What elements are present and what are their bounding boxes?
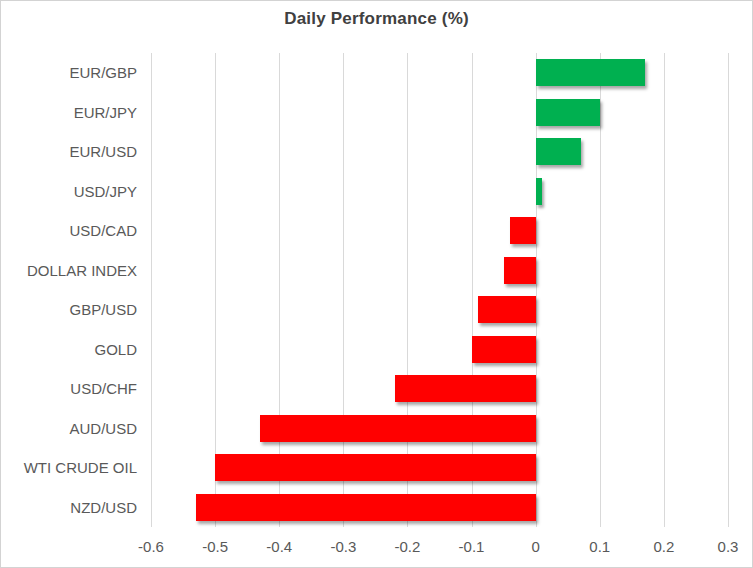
- category-label: USD/JPY: [1, 172, 137, 212]
- x-axis-tick-label: 0: [531, 538, 539, 555]
- category-label: AUD/USD: [1, 409, 137, 449]
- bar-nzd-usd: [196, 494, 536, 521]
- bar-usd-jpy: [536, 178, 542, 205]
- x-axis-tick-label: -0.3: [330, 538, 356, 555]
- category-label: GOLD: [1, 330, 137, 370]
- bar-usd-cad: [510, 217, 536, 244]
- gridline: [600, 53, 601, 527]
- gridline: [151, 53, 152, 527]
- x-axis-tick-label: 0.3: [718, 538, 739, 555]
- daily-performance-chart: Daily Performance (%) EUR/GBPEUR/JPYEUR/…: [0, 0, 753, 568]
- category-label: GBP/USD: [1, 290, 137, 330]
- bar-gold: [472, 336, 536, 363]
- gridline: [664, 53, 665, 527]
- x-axis-tick-label: 0.1: [589, 538, 610, 555]
- bar-usd-chf: [395, 375, 536, 402]
- x-axis-tick-label: 0.2: [653, 538, 674, 555]
- gridline: [728, 53, 729, 527]
- category-axis: EUR/GBPEUR/JPYEUR/USDUSD/JPYUSD/CADDOLLA…: [1, 53, 137, 527]
- x-axis-tick-label: -0.2: [395, 538, 421, 555]
- bar-eur-usd: [536, 138, 581, 165]
- x-axis-tick-label: -0.4: [266, 538, 292, 555]
- x-axis-labels: -0.6 -0.5 -0.4 -0.3 -0.2 -0.1 0 0.1 0.2 0.3: [1, 538, 752, 560]
- category-label: EUR/GBP: [1, 53, 137, 93]
- bar-wti-crude-oil: [215, 454, 536, 481]
- x-axis-tick-label: -0.1: [459, 538, 485, 555]
- category-label: WTI CRUDE OIL: [1, 448, 137, 488]
- x-axis-tick-label: -0.5: [202, 538, 228, 555]
- category-label: DOLLAR INDEX: [1, 251, 137, 291]
- category-label: USD/CHF: [1, 369, 137, 409]
- bar-eur-gbp: [536, 59, 645, 86]
- plot-area: [151, 53, 728, 527]
- category-label: EUR/JPY: [1, 93, 137, 133]
- category-label: USD/CAD: [1, 211, 137, 251]
- category-label: NZD/USD: [1, 488, 137, 528]
- bar-gbp-usd: [478, 296, 536, 323]
- category-label: EUR/USD: [1, 132, 137, 172]
- x-axis-tick-label: -0.6: [138, 538, 164, 555]
- bar-eur-jpy: [536, 99, 600, 126]
- bar-dollar-index: [504, 257, 536, 284]
- chart-title: Daily Performance (%): [1, 9, 752, 29]
- bar-aud-usd: [260, 415, 536, 442]
